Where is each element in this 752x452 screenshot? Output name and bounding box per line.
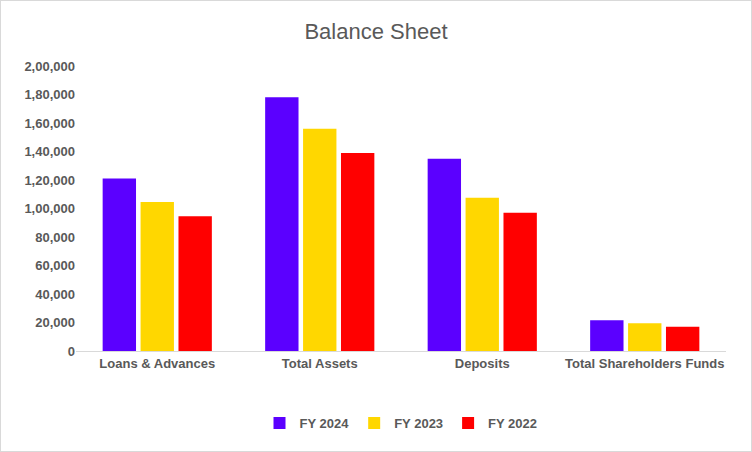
svg-text:20,000: 20,000: [35, 315, 75, 330]
svg-text:1,60,000: 1,60,000: [24, 116, 75, 131]
svg-text:Total Shareholders Funds: Total Shareholders Funds: [565, 356, 724, 371]
svg-text:Balance Sheet: Balance Sheet: [304, 19, 447, 44]
svg-text:Loans & Advances: Loans & Advances: [99, 356, 215, 371]
svg-text:40,000: 40,000: [35, 287, 75, 302]
svg-text:1,80,000: 1,80,000: [24, 87, 75, 102]
svg-text:FY 2024: FY 2024: [300, 416, 350, 431]
svg-text:1,40,000: 1,40,000: [24, 144, 75, 159]
svg-text:Total Assets: Total Assets: [282, 356, 358, 371]
svg-text:1,20,000: 1,20,000: [24, 173, 75, 188]
svg-text:Deposits: Deposits: [455, 356, 510, 371]
svg-text:0: 0: [68, 344, 75, 359]
svg-text:2,00,000: 2,00,000: [24, 59, 75, 74]
svg-text:60,000: 60,000: [35, 258, 75, 273]
svg-text:1,00,000: 1,00,000: [24, 201, 75, 216]
svg-text:FY 2023: FY 2023: [394, 416, 443, 431]
svg-text:80,000: 80,000: [35, 230, 75, 245]
svg-text:FY 2022: FY 2022: [488, 416, 537, 431]
